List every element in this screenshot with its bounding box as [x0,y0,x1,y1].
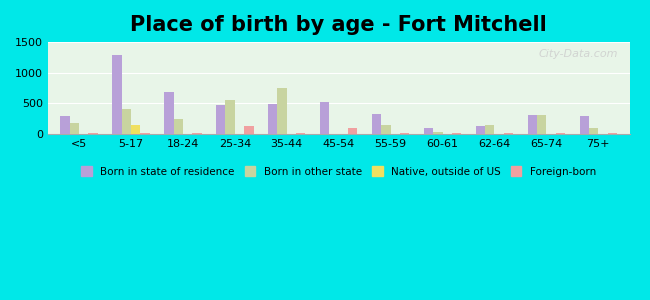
Bar [589,128,599,134]
Bar [400,133,410,134]
Bar [216,105,226,134]
Bar [174,119,183,134]
Bar [452,133,461,134]
Bar [348,128,358,134]
Legend: Born in state of residence, Born in other state, Native, outside of US, Foreign-: Born in state of residence, Born in othe… [81,167,596,177]
Bar [320,102,330,134]
Bar [580,116,589,134]
Bar [122,109,131,134]
Text: City-Data.com: City-Data.com [538,50,618,59]
Bar [528,115,537,134]
Bar [485,124,495,134]
Bar [60,116,70,134]
Bar [504,133,513,134]
Bar [140,133,150,134]
Bar [424,128,433,134]
Title: Place of birth by age - Fort Mitchell: Place of birth by age - Fort Mitchell [130,15,547,35]
Bar [112,55,122,134]
Bar [244,126,254,134]
Bar [476,125,485,134]
Bar [296,133,306,134]
Bar [131,125,140,134]
Bar [556,133,565,134]
Bar [88,133,98,134]
Bar [278,88,287,134]
Bar [164,92,174,134]
Bar [382,124,391,134]
Bar [192,133,202,134]
Bar [537,115,547,134]
Bar [268,104,278,134]
Bar [608,133,617,134]
Bar [372,114,382,134]
Bar [433,132,443,134]
Bar [226,100,235,134]
Bar [70,123,79,134]
